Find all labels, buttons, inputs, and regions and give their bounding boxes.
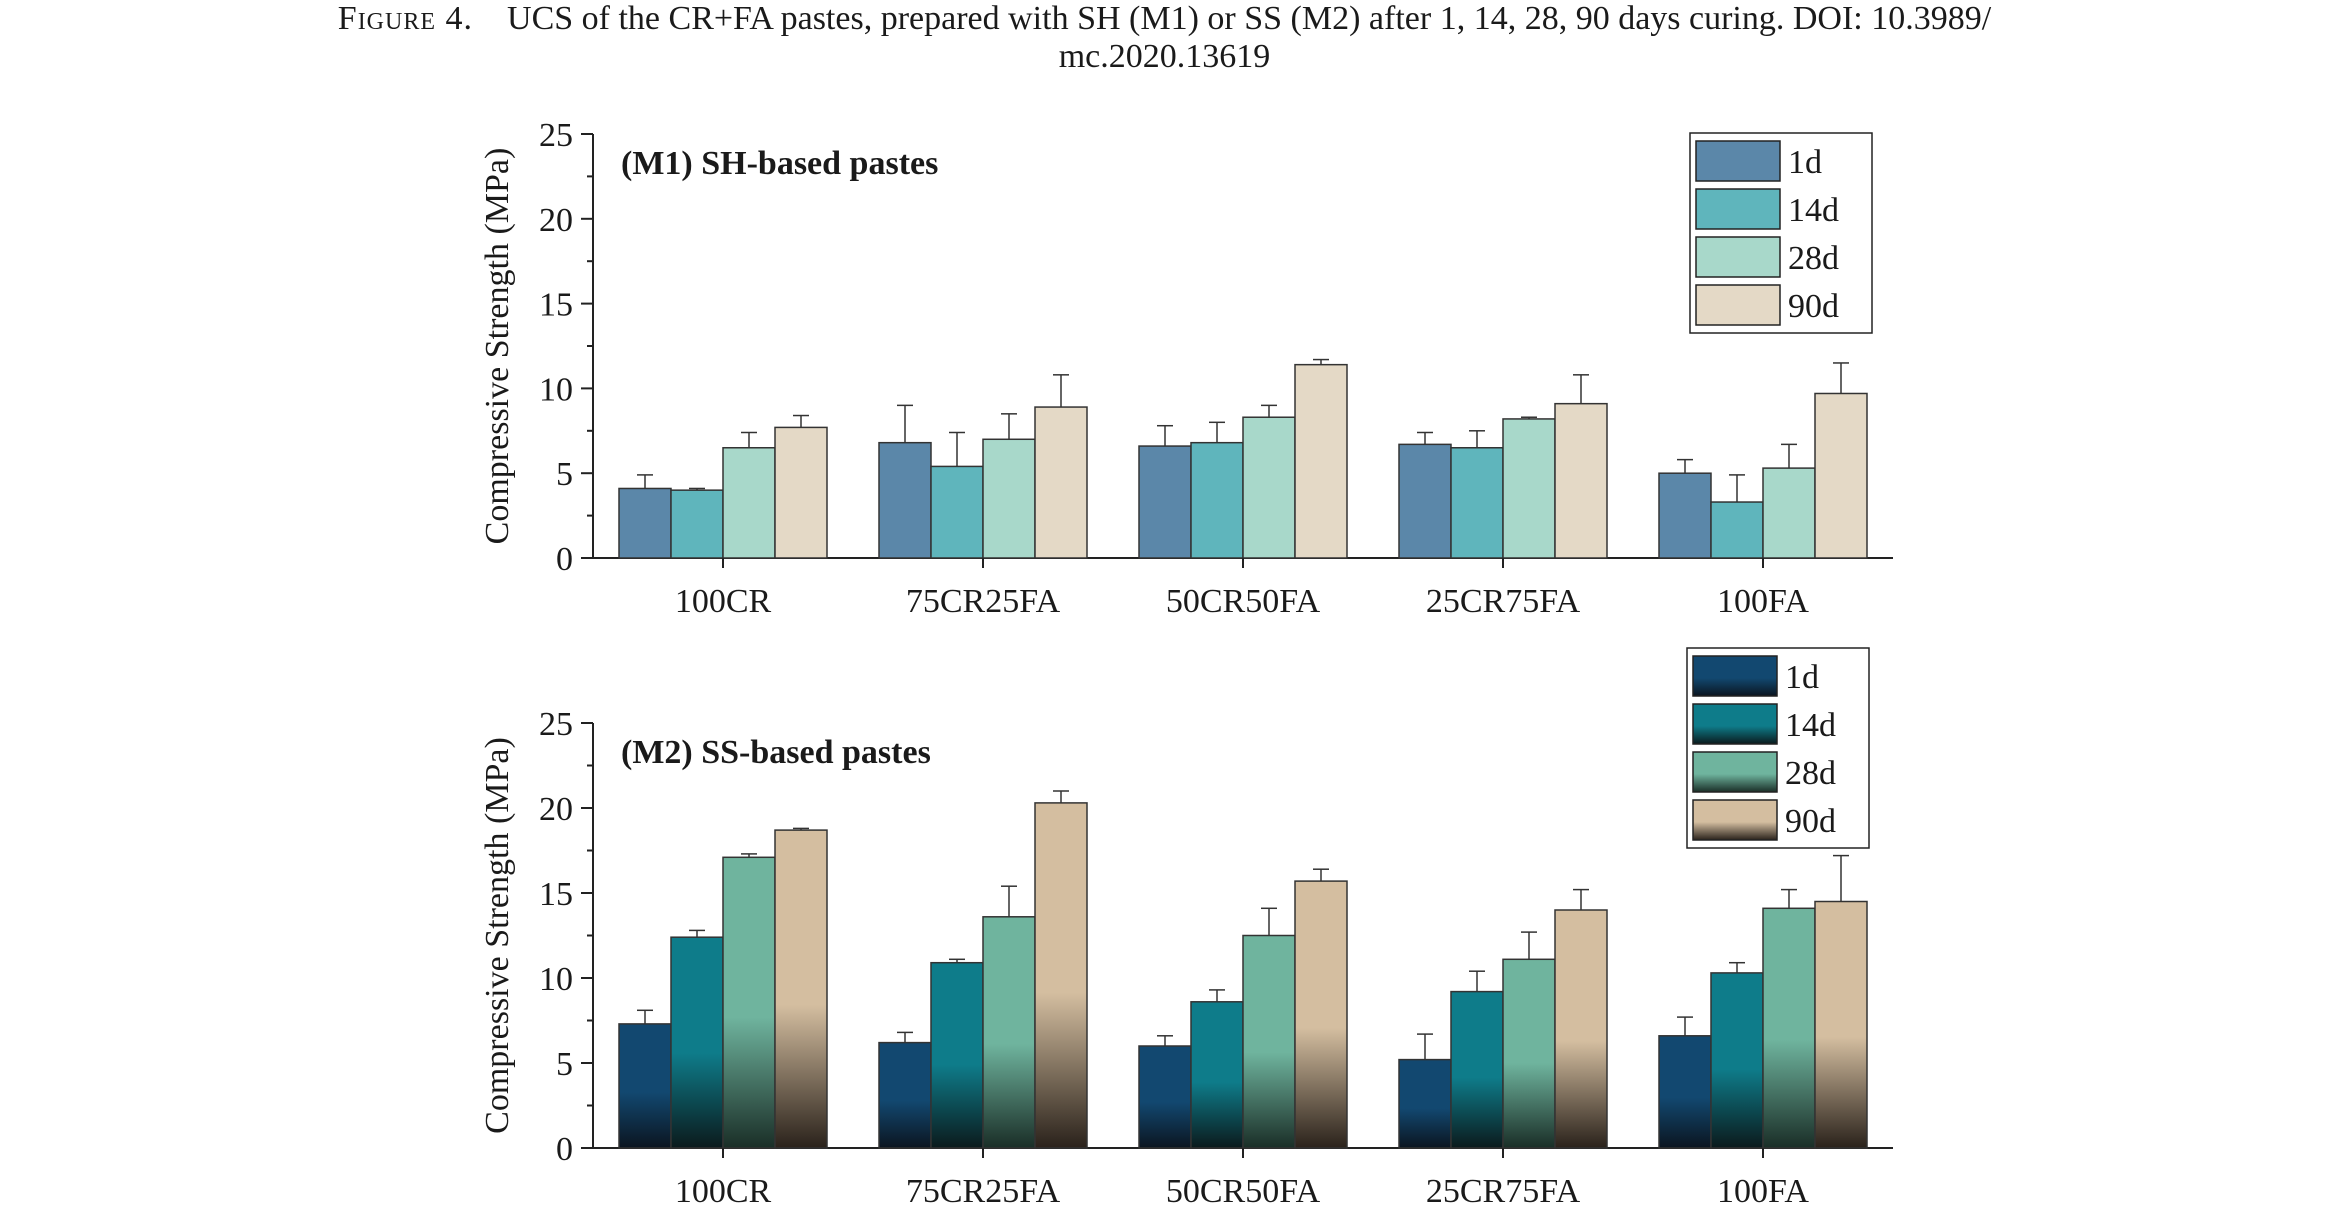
x-tick-label: 75CR25FA [906, 583, 1061, 620]
legend-swatch [1692, 799, 1778, 841]
legend-swatch [1695, 188, 1781, 230]
chart-panel-m1: 0 5 10 15 20 25 Compressive Strength (MPa) (M1)… [479, 117, 1893, 620]
chart-panel-m2: 0 5 10 15 20 25 Compressive Strength (MPa) (M2)… [479, 647, 1893, 1210]
bar [618, 1023, 672, 1149]
bar [1762, 467, 1816, 559]
y-tick-label: 25 [539, 706, 573, 743]
panel-title: (M2) SS-based pastes [621, 734, 931, 771]
y-axis-label: Compressive Strength (MPa) [479, 148, 516, 545]
bar [1398, 1058, 1452, 1149]
x-tick-label: 100CR [675, 583, 772, 620]
bar [1710, 972, 1764, 1149]
legend-swatch [1692, 655, 1778, 697]
bar [1034, 406, 1088, 559]
legend-label: 14d [1785, 707, 1836, 744]
figure-label: Figure 4. [337, 0, 474, 37]
x-tick-label: 25CR75FA [1426, 1173, 1581, 1210]
y-tick-label: 0 [556, 541, 573, 578]
y-tick-label: 25 [539, 117, 573, 154]
bar [722, 447, 776, 559]
y-tick-label: 20 [539, 791, 573, 828]
bar [618, 487, 672, 559]
legend-swatch [1695, 236, 1781, 278]
bar [774, 829, 828, 1149]
y-tick-label: 0 [556, 1131, 573, 1168]
bar [1450, 990, 1504, 1149]
bar [878, 1041, 932, 1149]
bar [1658, 1035, 1712, 1149]
caption-line-1: Figure 4. UCS of the CR+FA pastes, prepa… [0, 0, 2329, 38]
legend-label: 1d [1785, 659, 1819, 696]
bar [670, 936, 724, 1149]
y-tick-label: 20 [539, 202, 573, 239]
bar [1814, 392, 1868, 559]
bar [1034, 802, 1088, 1149]
bar [1502, 418, 1556, 559]
legend-swatch [1692, 751, 1778, 793]
legend-swatch [1695, 140, 1781, 182]
y-tick-label: 5 [556, 1046, 573, 1083]
bar [1294, 880, 1348, 1149]
legend-label: 1d [1788, 144, 1822, 181]
bar [670, 489, 724, 559]
bar [878, 441, 932, 559]
bar [1554, 402, 1608, 559]
bar [774, 426, 828, 559]
bar [1710, 501, 1764, 559]
legend-swatch [1692, 703, 1778, 745]
bar [1190, 1001, 1244, 1149]
bar [1294, 363, 1348, 559]
bar [1450, 447, 1504, 559]
y-axis-label: Compressive Strength (MPa) [479, 737, 516, 1134]
bar [930, 961, 984, 1149]
bar [722, 856, 776, 1149]
bar [982, 438, 1036, 559]
y-tick-label: 10 [539, 371, 573, 408]
bar [1138, 445, 1192, 559]
y-tick-label: 5 [556, 456, 573, 493]
y-tick-label: 15 [539, 876, 573, 913]
x-tick-label: 50CR50FA [1166, 583, 1321, 620]
bar [1190, 441, 1244, 559]
legend-label: 28d [1788, 240, 1839, 277]
caption-line-2: mc.2020.13619 [1058, 38, 1271, 75]
caption-text-1: UCS of the CR+FA pastes, prepared with S… [507, 0, 1992, 37]
x-tick-label: 50CR50FA [1166, 1173, 1321, 1210]
y-tick-label: 15 [539, 287, 573, 324]
x-tick-label: 25CR75FA [1426, 583, 1581, 620]
bar [1554, 909, 1608, 1149]
legend-label: 14d [1788, 192, 1839, 229]
x-tick-label: 75CR25FA [906, 1173, 1061, 1210]
panel-title: (M1) SH-based pastes [621, 145, 938, 182]
bar [1242, 416, 1296, 559]
bar [1242, 934, 1296, 1149]
legend-swatch [1695, 284, 1781, 326]
figure-caption: Figure 4. UCS of the CR+FA pastes, prepa… [0, 0, 2329, 76]
x-tick-label: 100FA [1717, 583, 1809, 620]
bar [982, 916, 1036, 1149]
legend-label: 90d [1785, 803, 1836, 840]
legend-label: 28d [1785, 755, 1836, 792]
x-tick-label: 100CR [675, 1173, 772, 1210]
bar [1138, 1045, 1192, 1149]
bar [1502, 958, 1556, 1149]
y-tick-label: 10 [539, 961, 573, 998]
x-tick-label: 100FA [1717, 1173, 1809, 1210]
bar [930, 465, 984, 559]
bar [1658, 472, 1712, 559]
bar [1762, 907, 1816, 1149]
bar [1398, 443, 1452, 559]
legend-label: 90d [1788, 288, 1839, 325]
bar [1814, 900, 1868, 1149]
